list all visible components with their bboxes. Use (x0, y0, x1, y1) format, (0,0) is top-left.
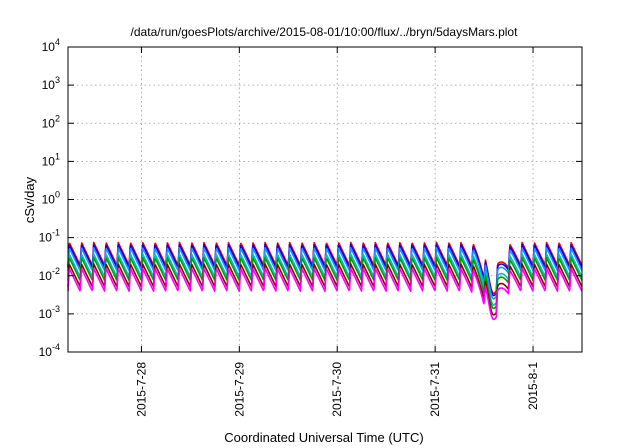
y-tick-label: 10-3 (39, 304, 60, 321)
y-tick-label: 10-2 (39, 266, 60, 283)
x-tick-label: 2015-7-31 (428, 362, 442, 417)
y-tick-label: 10-4 (39, 342, 60, 359)
y-axis-label: cSv/day (22, 176, 37, 223)
y-tick-label: 102 (42, 113, 60, 130)
x-tick-label: 2015-7-30 (330, 362, 344, 417)
series-layer (67, 241, 583, 321)
x-tick-label: 2015-7-29 (232, 362, 246, 417)
y-tick-label: 10-1 (39, 228, 60, 245)
x-axis-label: Coordinated Universal Time (UTC) (224, 430, 423, 445)
grid (68, 47, 582, 352)
x-tick-labels: 2015-7-28 2015-7-29 2015-7-30 2015-7-31 2015… (134, 362, 540, 417)
y-tick-label: 100 (42, 190, 60, 207)
x-tick-label: 2015-8-1 (526, 362, 540, 410)
ticks (68, 46, 582, 353)
y-tick-label: 101 (42, 151, 60, 168)
series-line (67, 267, 583, 321)
chart-title: /data/run/goesPlots/archive/2015-08-01/1… (131, 25, 519, 39)
x-tick-label: 2015-7-28 (134, 362, 148, 417)
y-tick-label: 104 (42, 37, 60, 54)
y-tick-labels: 10-4 10-3 10-2 10-1 100 101 102 103 104 (39, 37, 60, 359)
y-tick-label: 103 (42, 75, 60, 92)
